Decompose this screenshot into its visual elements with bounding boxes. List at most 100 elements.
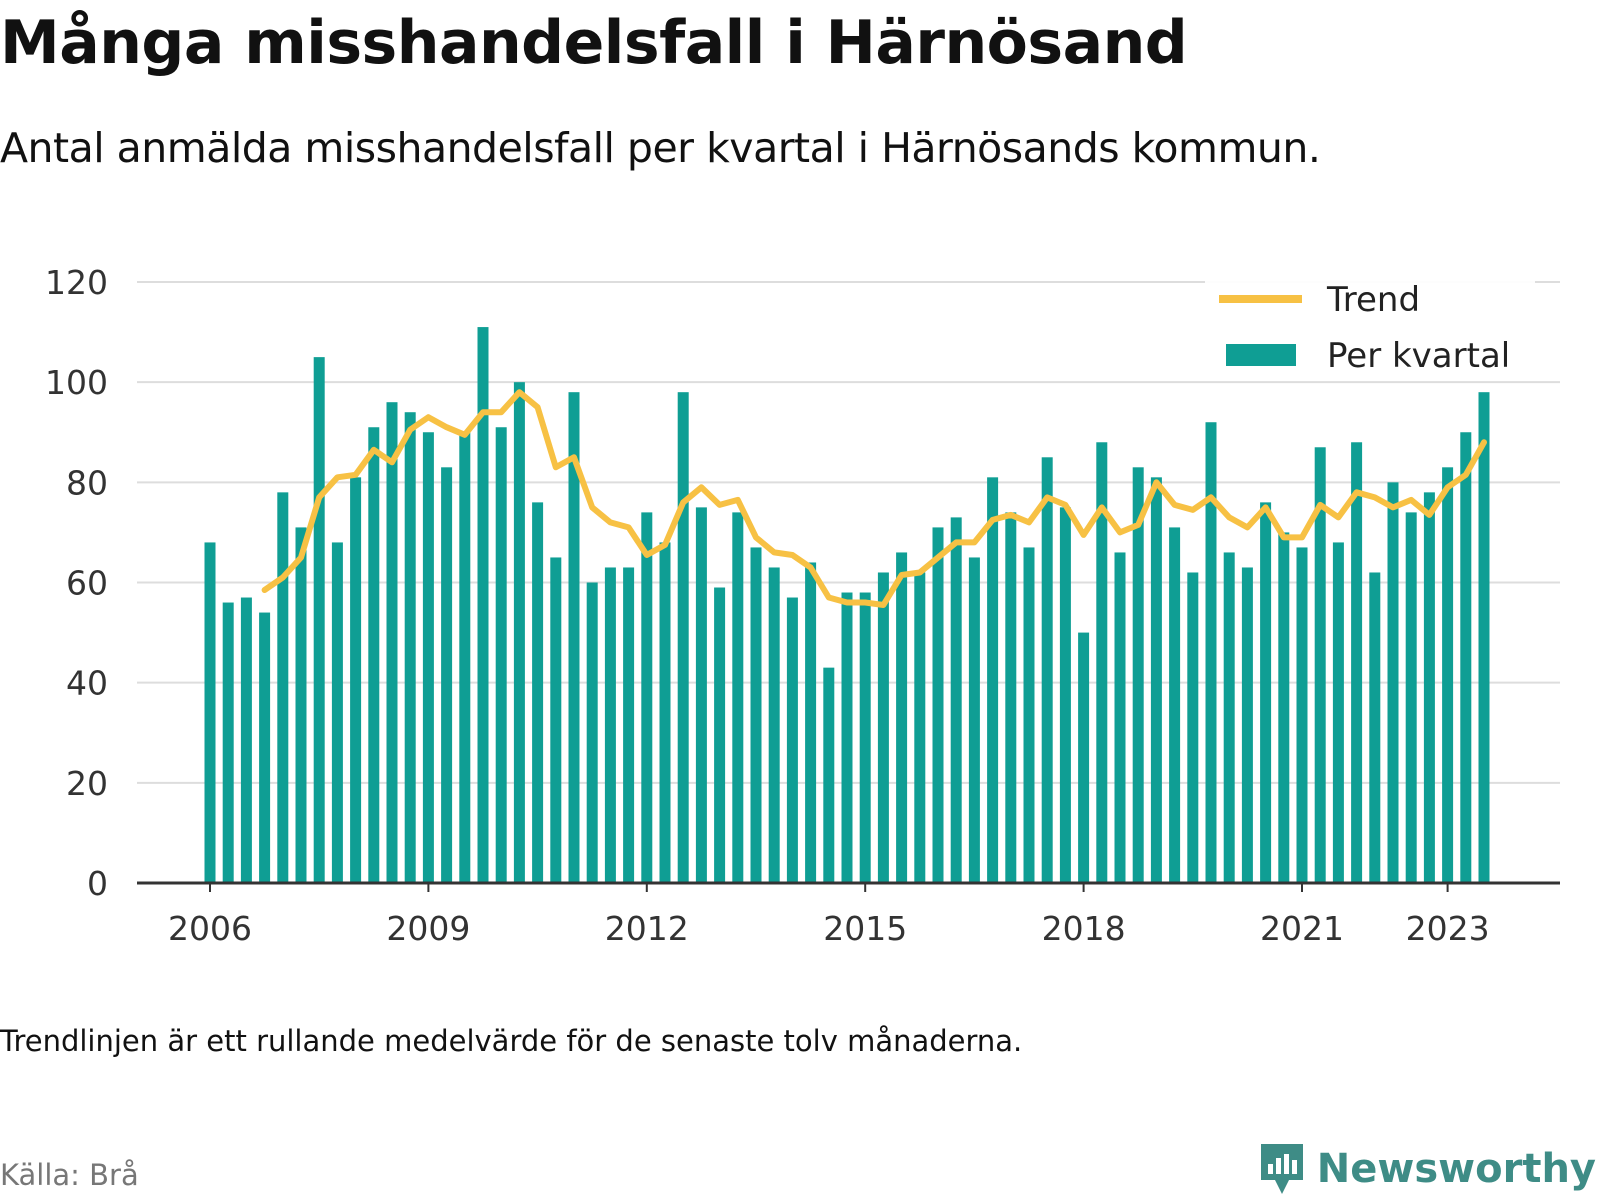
bar xyxy=(1205,422,1217,883)
bar xyxy=(568,392,580,883)
bar xyxy=(204,542,216,883)
source-label: Källa: Brå xyxy=(0,1158,139,1192)
bar xyxy=(1132,467,1144,883)
bar xyxy=(477,327,489,883)
bar xyxy=(823,667,835,883)
bar xyxy=(1023,547,1035,883)
x-tick-label: 2018 xyxy=(1042,909,1126,948)
bar xyxy=(1278,532,1290,883)
bar xyxy=(805,562,817,883)
bar xyxy=(386,402,398,883)
bar xyxy=(1096,442,1108,883)
bar xyxy=(695,507,707,883)
y-tick-label: 100 xyxy=(45,363,108,402)
bar xyxy=(604,567,616,883)
bar xyxy=(422,432,434,883)
bar xyxy=(1351,442,1363,883)
x-tick-label: 2006 xyxy=(168,909,252,948)
bar xyxy=(896,552,908,883)
bar xyxy=(1241,567,1253,883)
bar xyxy=(641,512,653,883)
bar xyxy=(586,582,598,883)
quarterly-bars xyxy=(204,327,1490,883)
bar xyxy=(1442,467,1454,883)
bar xyxy=(1314,447,1326,883)
bar xyxy=(1059,507,1071,883)
bar xyxy=(932,527,944,883)
bar xyxy=(677,392,689,883)
y-axis-ticks: 0 20 40 60 80 100 120 xyxy=(45,263,108,903)
y-tick-label: 60 xyxy=(66,564,108,603)
trend-line xyxy=(261,389,1487,608)
bar xyxy=(222,602,234,883)
bar xyxy=(1078,632,1090,883)
bar xyxy=(441,467,453,883)
bar xyxy=(877,572,889,883)
bar xyxy=(1169,527,1181,883)
x-axis: 2006 2009 2012 2015 2018 2021 2023 xyxy=(137,881,1560,948)
x-tick-label: 2012 xyxy=(605,909,689,948)
assault-cases-chart: 0 20 40 60 80 100 120 2006 2009 2012 2015 2018 2021… xyxy=(45,263,1560,948)
bar xyxy=(1332,542,1344,883)
bar xyxy=(1296,547,1308,883)
bar xyxy=(659,542,671,883)
bar xyxy=(1423,492,1435,883)
legend-bars-label: Per kvartal xyxy=(1327,336,1510,376)
bar xyxy=(1187,572,1199,883)
bar xyxy=(459,432,471,883)
legend-bars-swatch xyxy=(1226,344,1296,366)
bar xyxy=(750,547,762,883)
chart-legend: Trend Per kvartal xyxy=(1205,270,1535,380)
bar xyxy=(623,567,635,883)
newsworthy-logo-icon xyxy=(1260,1144,1303,1194)
bar xyxy=(841,592,853,883)
bar xyxy=(1478,392,1490,883)
bar xyxy=(331,542,343,883)
legend-trend-label: Trend xyxy=(1326,280,1420,320)
bar xyxy=(987,477,999,883)
bar xyxy=(313,357,325,883)
chart-subtitle: Antal anmälda misshandelsfall per kvarta… xyxy=(0,124,1321,172)
bar xyxy=(550,557,562,883)
bar xyxy=(277,492,289,883)
bar xyxy=(1005,512,1017,883)
newsworthy-logo: Newsworthy xyxy=(1257,1140,1596,1198)
bar xyxy=(768,567,780,883)
bar xyxy=(240,597,252,883)
bar xyxy=(404,412,416,883)
bar xyxy=(295,527,307,883)
bar xyxy=(1405,512,1417,883)
bar xyxy=(1223,552,1235,883)
y-tick-label: 0 xyxy=(87,864,108,903)
x-tick-label: 2023 xyxy=(1406,909,1490,948)
x-tick-label: 2021 xyxy=(1260,909,1344,948)
bar xyxy=(1460,432,1472,883)
chart-title: Många misshandelsfall i Härnösand xyxy=(0,8,1188,78)
trend-line-layer xyxy=(261,389,1487,608)
x-tick-label: 2009 xyxy=(386,909,470,948)
bar xyxy=(1387,482,1399,883)
bar xyxy=(968,557,980,883)
bar xyxy=(368,427,380,883)
bar xyxy=(495,427,507,883)
bar xyxy=(950,517,962,883)
bar xyxy=(259,612,271,883)
bar xyxy=(1041,457,1053,883)
bar xyxy=(859,592,871,883)
bar xyxy=(532,502,544,883)
chart-note: Trendlinjen är ett rullande medelvärde f… xyxy=(0,1024,1023,1058)
y-tick-label: 80 xyxy=(66,463,108,502)
bar xyxy=(1369,572,1381,883)
y-tick-label: 20 xyxy=(66,764,108,803)
bar xyxy=(914,572,926,883)
bar xyxy=(732,512,744,883)
bar xyxy=(350,477,362,883)
bar xyxy=(1260,502,1272,883)
bar xyxy=(714,587,726,883)
bar xyxy=(786,597,798,883)
y-tick-label: 40 xyxy=(66,664,108,703)
bar xyxy=(1114,552,1126,883)
bar xyxy=(513,382,525,883)
y-tick-label: 120 xyxy=(45,263,108,302)
bar xyxy=(1150,477,1162,883)
